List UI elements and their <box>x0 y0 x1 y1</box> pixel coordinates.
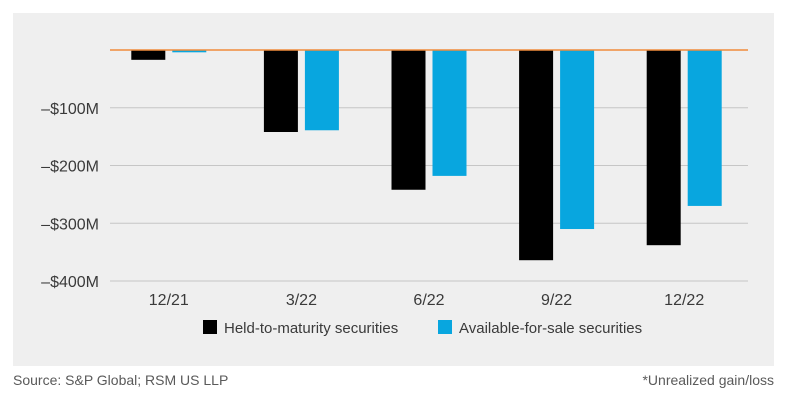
legend-label: Held-to-maturity securities <box>224 320 398 337</box>
bar <box>263 50 298 133</box>
source-note: Source: S&P Global; RSM US LLP <box>13 372 229 388</box>
bar <box>432 50 467 176</box>
x-tick-label: 9/22 <box>541 292 572 309</box>
bar <box>519 50 554 261</box>
bar <box>172 50 207 53</box>
y-tick-label: –$300M <box>41 216 99 233</box>
legend-swatch <box>438 320 452 334</box>
x-tick-label: 12/21 <box>149 292 189 309</box>
bar <box>560 50 595 230</box>
x-tick-label: 6/22 <box>413 292 444 309</box>
footnote: *Unrealized gain/loss <box>642 372 774 388</box>
bar <box>687 50 722 206</box>
chart: –$100M –$200M –$300M –$400M 12/21 3/22 6/22 9/… <box>41 49 748 337</box>
legend-label: Available-for-sale securities <box>459 320 642 337</box>
x-axis-ticks: 12/21 3/22 6/22 9/22 12/22 <box>149 292 705 309</box>
y-axis-ticks: –$100M –$200M –$300M –$400M <box>41 101 99 291</box>
gridlines <box>110 107 748 282</box>
bar <box>131 50 166 60</box>
bars <box>131 50 722 261</box>
y-tick-label: –$100M <box>41 101 99 118</box>
legend-swatch <box>203 320 217 334</box>
y-tick-label: –$200M <box>41 159 99 176</box>
legend: Held-to-maturity securities Available-for… <box>203 320 642 337</box>
bar <box>646 50 681 246</box>
bar <box>391 50 426 190</box>
x-tick-label: 12/22 <box>664 292 704 309</box>
y-tick-label: –$400M <box>41 274 99 291</box>
bar <box>304 50 339 131</box>
x-tick-label: 3/22 <box>286 292 317 309</box>
